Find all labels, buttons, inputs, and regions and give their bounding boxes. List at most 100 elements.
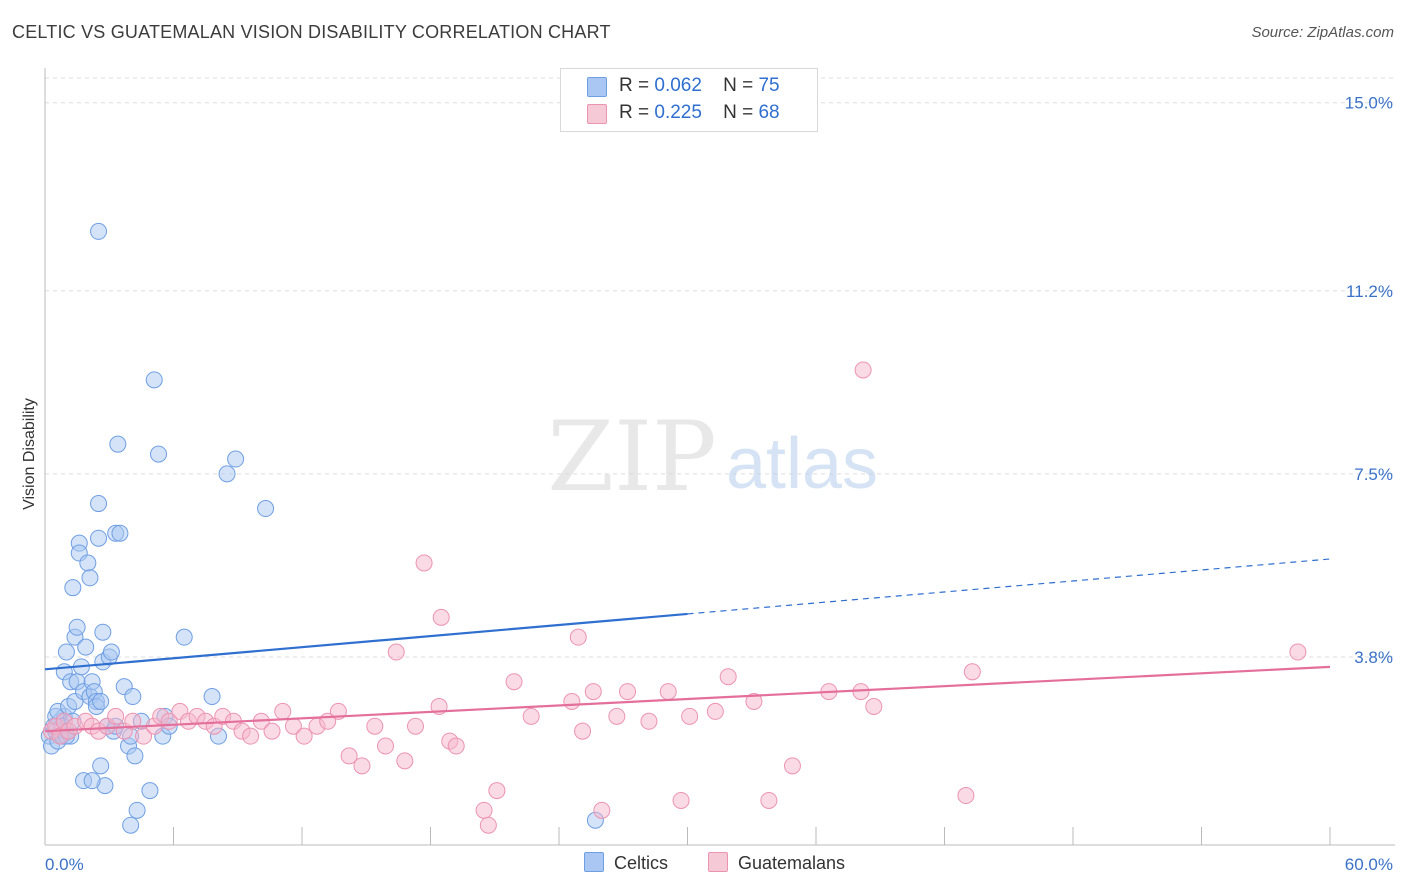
celtics-point: [102, 643, 120, 661]
axes: [44, 68, 1395, 846]
legend-n-label: N =: [723, 75, 754, 96]
legend-r-value-guatemalans: 0.225: [654, 102, 702, 123]
guatemalans-point: [854, 361, 872, 379]
guatemalans-point: [957, 787, 975, 805]
series-celtics: [40, 222, 604, 834]
celtics-point: [94, 623, 112, 641]
celtics-point: [257, 500, 275, 518]
guatemalans-point: [681, 707, 699, 725]
legend-r-label: R =: [619, 102, 650, 123]
y-tick-label: 11.2%: [1346, 282, 1393, 301]
celtics-point: [90, 529, 108, 547]
guatemalans-point: [706, 702, 724, 720]
correlation-legend: R = 0.062 N = 75 R = 0.225 N = 68: [560, 68, 818, 132]
celtics-point: [145, 371, 163, 389]
guatemalans-point: [659, 683, 677, 701]
guatemalans-point: [719, 668, 737, 686]
celtics-point: [64, 579, 82, 597]
guatemalans-point: [475, 801, 493, 819]
guatemalans-point: [505, 673, 523, 691]
celtics-point: [109, 435, 127, 453]
y-tick-label: 7.5%: [1354, 465, 1393, 484]
guatemalans-point: [353, 757, 371, 775]
celtics-point: [141, 782, 159, 800]
celtics-point: [126, 747, 144, 765]
celtics-point: [92, 692, 110, 710]
legend-label-guatemalans: Guatemalans: [738, 853, 846, 873]
celtics-point: [218, 465, 236, 483]
guatemalans-point: [263, 722, 281, 740]
trend-lines: [44, 558, 1331, 733]
celtics-point: [90, 222, 108, 240]
legend-n-value-celtics: 75: [758, 75, 780, 96]
guatemalans-point: [619, 683, 637, 701]
legend-swatch-celtics: [584, 852, 604, 872]
celtics-point: [227, 450, 245, 468]
guatemalans-point: [295, 727, 313, 745]
guatemalans-point: [377, 737, 395, 755]
guatemalans-point: [479, 816, 497, 834]
guatemalans-point: [760, 791, 778, 809]
celtics-point: [90, 495, 108, 513]
celtics-point: [128, 801, 146, 819]
bottom-legend-celtics[interactable]: Celtics: [584, 852, 668, 874]
celtics-point: [175, 628, 193, 646]
celtics-point: [203, 688, 221, 706]
celtics-point: [77, 638, 95, 656]
celtics-trend-line: [44, 612, 688, 671]
chart-title: CELTIC VS GUATEMALAN VISION DISABILITY C…: [12, 22, 611, 42]
guatemalans-point: [396, 752, 414, 770]
celtics-point: [68, 618, 86, 636]
legend-r-label: R =: [619, 75, 650, 96]
celtics-trend-extension: [687, 558, 1331, 615]
x-tick-label-start: 0.0%: [45, 855, 84, 874]
guatemalans-point: [387, 643, 405, 661]
guatemalans-point: [584, 683, 602, 701]
celtics-point: [92, 757, 110, 775]
celtics-point: [83, 772, 101, 790]
watermark-atlas: atlas: [726, 424, 878, 504]
guatemalans-point: [672, 791, 690, 809]
watermark-zip: ZIP: [547, 401, 716, 513]
guatemalans-point: [608, 707, 626, 725]
celtics-point: [124, 688, 142, 706]
guatemalans-point: [407, 717, 425, 735]
guatemalans-trend-line: [44, 665, 1331, 733]
legend-swatch-guatemalans: [587, 104, 607, 124]
guatemalans-point: [745, 692, 763, 710]
celtics-point: [122, 816, 140, 834]
bottom-legend-guatemalans[interactable]: Guatemalans: [708, 852, 845, 874]
guatemalans-point: [563, 692, 581, 710]
guatemalans-point: [340, 747, 358, 765]
legend-r-value-celtics: 0.062: [654, 75, 702, 96]
guatemalans-point: [593, 801, 611, 819]
guatemalans-point: [574, 722, 592, 740]
legend-swatch-guatemalans: [708, 852, 728, 872]
guatemalans-point: [640, 712, 658, 730]
celtics-point: [57, 643, 75, 661]
guatemalans-point: [366, 717, 384, 735]
celtics-point: [150, 445, 168, 463]
y-tick-label: 3.8%: [1354, 648, 1393, 667]
guatemalans-point: [432, 608, 450, 626]
celtics-point: [111, 524, 129, 542]
guatemalans-point: [1289, 643, 1307, 661]
guatemalans-point: [963, 663, 981, 681]
x-tick-label-end: 60.0%: [1345, 855, 1393, 874]
y-tick-label: 15.0%: [1345, 94, 1393, 113]
guatemalans-point: [569, 628, 587, 646]
celtics-point: [79, 554, 97, 572]
guatemalans-point: [242, 727, 260, 745]
ticks: 3.8% 7.5% 11.2% 15.0% 0.0% 60.0%: [45, 94, 1393, 874]
guatemalans-point: [124, 712, 142, 730]
guatemalans-point: [107, 707, 125, 725]
source-label: Source: ZipAtlas.com: [1251, 24, 1394, 41]
guatemalans-point: [415, 554, 433, 572]
legend-n-value-guatemalans: 68: [758, 102, 780, 123]
guatemalans-point: [522, 707, 540, 725]
guatemalans-point: [488, 782, 506, 800]
grid: [45, 77, 1395, 658]
legend-n-label: N =: [723, 102, 754, 123]
guatemalans-point: [447, 737, 465, 755]
